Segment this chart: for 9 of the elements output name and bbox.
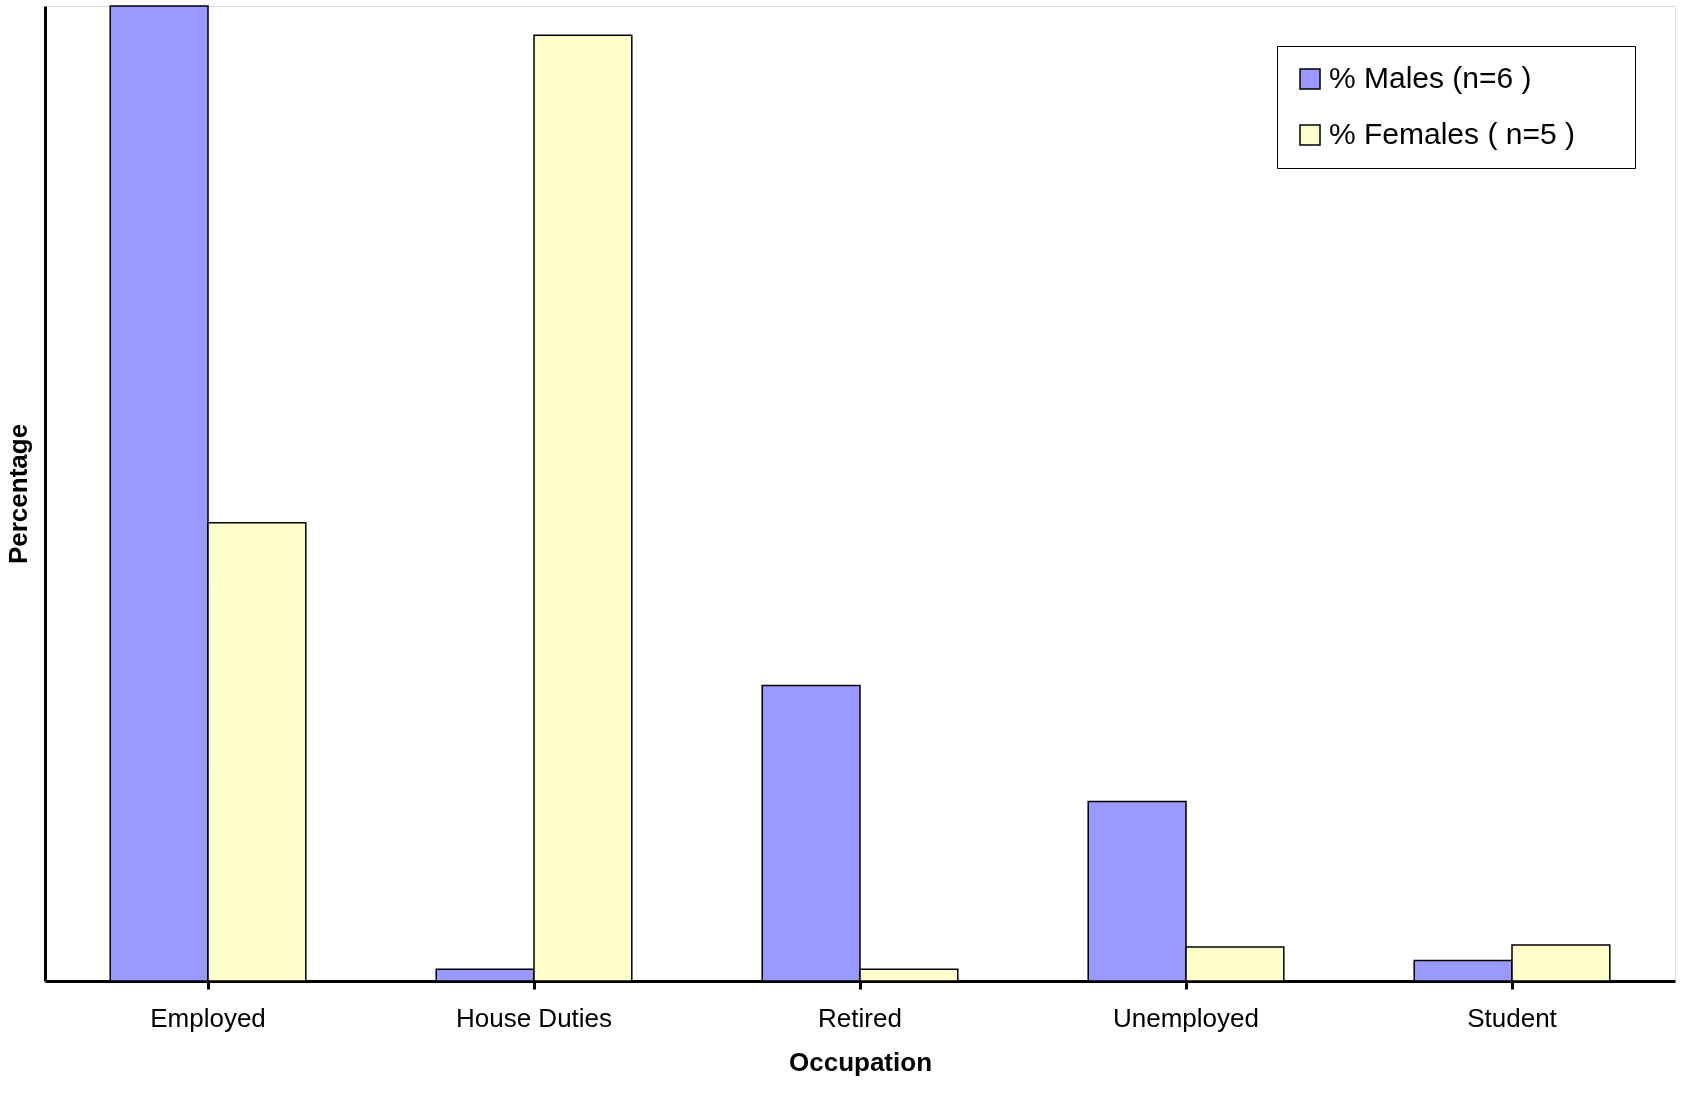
y-axis-title: Percentage	[2, 423, 33, 565]
legend-label: % Males (n=6 )	[1329, 61, 1532, 94]
x-tick-label: Unemployed	[1113, 1002, 1259, 1033]
x-tick-label: Student	[1467, 1002, 1558, 1033]
legend-label: % Females ( n=5 )	[1329, 117, 1575, 150]
x-tick-label: Retired	[818, 1002, 902, 1033]
x-tick-label: House Duties	[455, 1002, 613, 1033]
x-tick-label: Employed	[150, 1002, 266, 1033]
x-axis-title: Occupation	[788, 1046, 933, 1077]
